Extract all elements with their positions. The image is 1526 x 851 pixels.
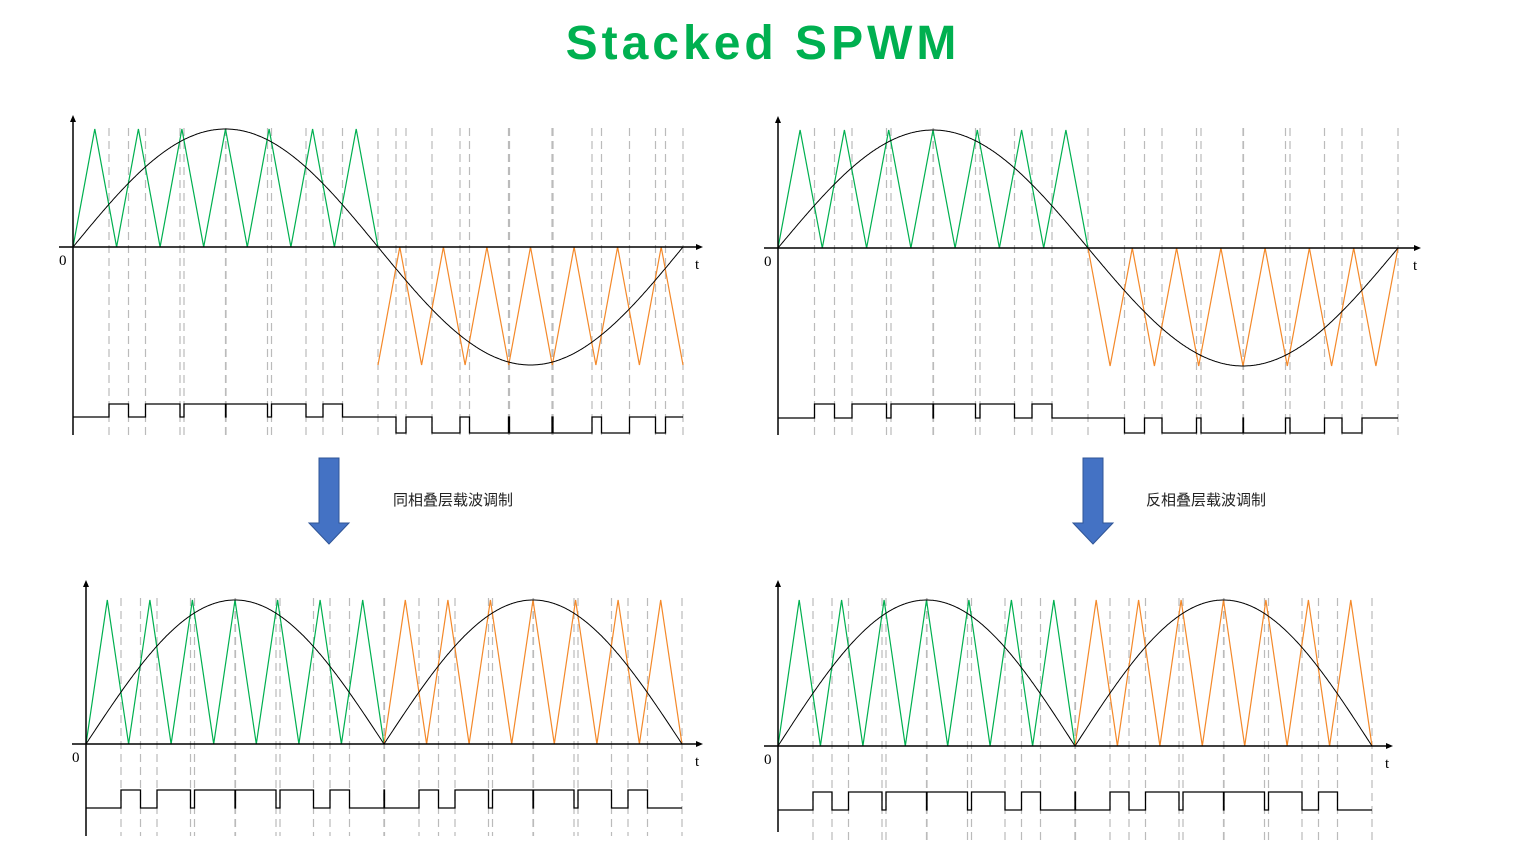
y-axis-arrow-icon	[775, 580, 781, 587]
x-axis-arrow-icon	[696, 244, 703, 250]
time-axis-label: t	[1413, 258, 1418, 274]
y-axis-arrow-icon	[83, 580, 89, 587]
x-axis-arrow-icon	[696, 741, 703, 747]
origin-label: 0	[59, 253, 67, 269]
upper-carrier-wave	[777, 599, 1076, 747]
time-axis-label: t	[695, 754, 700, 770]
x-axis-arrow-icon	[1386, 743, 1393, 749]
page-title: Stacked SPWM	[565, 17, 961, 70]
origin-label: 0	[72, 750, 80, 766]
pwm-output-wave	[73, 403, 683, 434]
caption-in-phase: 同相叠层载波调制	[393, 491, 514, 509]
lower-carrier-wave	[377, 246, 684, 366]
down-arrow-icon	[1071, 457, 1115, 545]
down-arrow-icon	[307, 457, 351, 545]
pwm-output-wave	[86, 789, 682, 809]
pwm-output-wave	[778, 791, 1372, 811]
time-axis-label: t	[1385, 756, 1390, 772]
y-axis-arrow-icon	[775, 116, 781, 123]
lower-carrier-wave	[1074, 599, 1373, 747]
origin-label: 0	[764, 254, 772, 270]
x-axis-arrow-icon	[1414, 245, 1421, 251]
y-axis-arrow-icon	[70, 115, 76, 122]
time-axis-label: t	[695, 257, 700, 273]
caption-anti-phase: 反相叠层载波调制	[1146, 491, 1267, 509]
modulating-wave	[777, 599, 1373, 747]
origin-label: 0	[764, 752, 772, 768]
pwm-output-wave	[778, 403, 1398, 434]
